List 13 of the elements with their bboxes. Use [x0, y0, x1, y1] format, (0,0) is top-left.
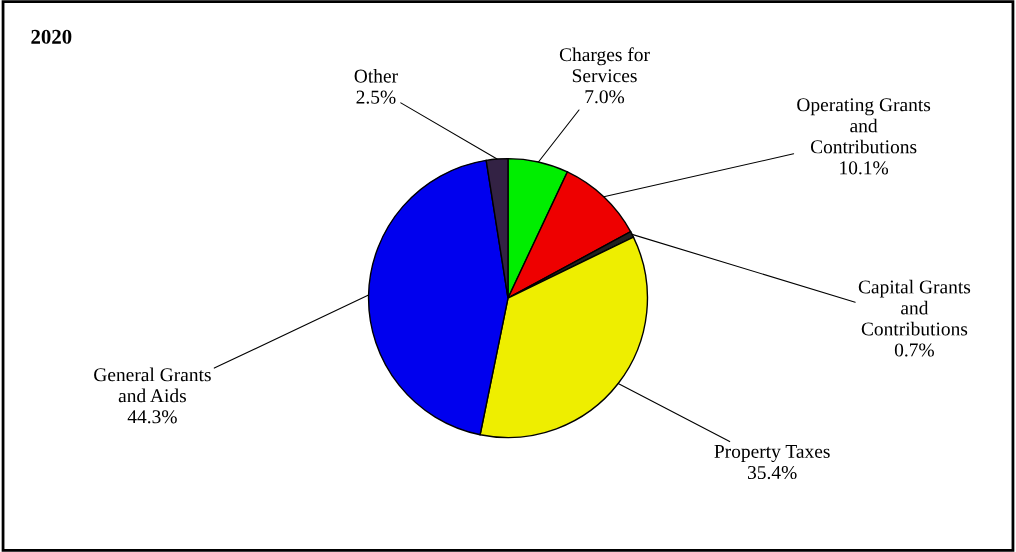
data-label: 10.1%	[840, 161, 889, 175]
slice-label: Other	[354, 69, 398, 83]
slice-label: Capital Grants and Contributions	[858, 279, 971, 336]
data-label: 35.4%	[747, 465, 797, 480]
data-label: 7.0%	[585, 90, 625, 104]
slice-label: Operating Grants and Contributions	[797, 98, 931, 154]
slice-label: Charges for Services	[559, 47, 650, 83]
data-label: 0.7%	[894, 343, 934, 357]
slice-label: Property Taxes	[714, 445, 830, 462]
slice-label: General Grants and Aids	[94, 367, 211, 403]
data-label: 2.5%	[356, 90, 396, 104]
data-label: 44.3%	[127, 410, 177, 424]
chart-title: 2020	[31, 29, 72, 44]
